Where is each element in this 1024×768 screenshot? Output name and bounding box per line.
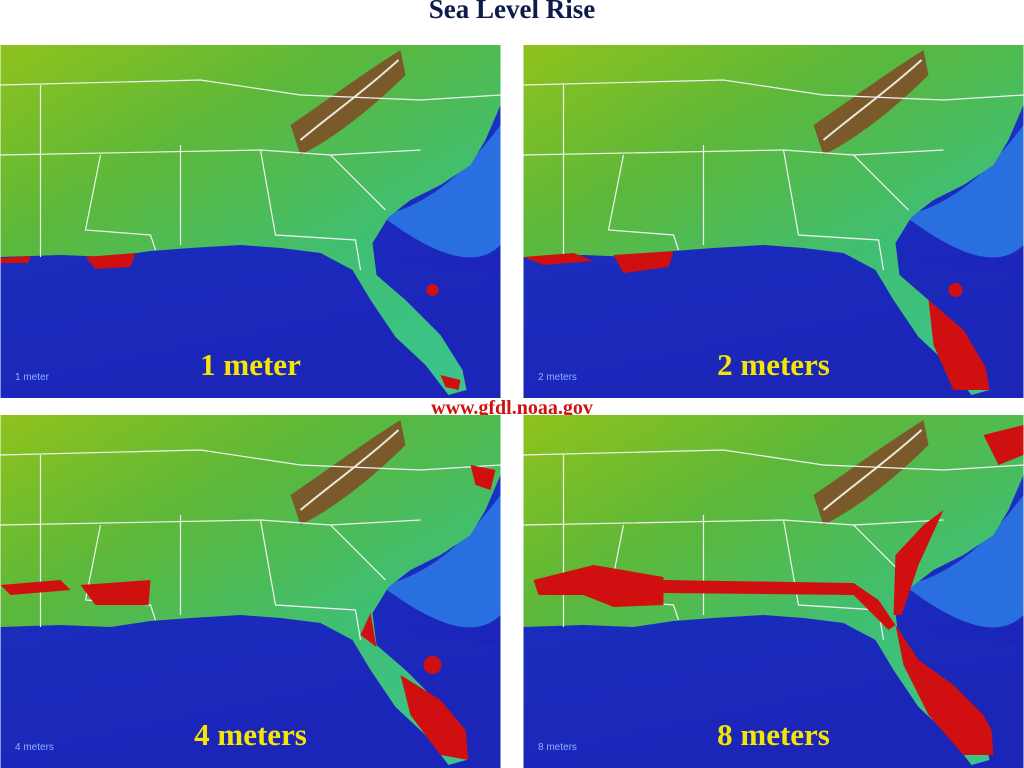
small-label: 2 meters [538, 372, 577, 383]
map [0, 45, 501, 398]
caption: 8 meters [717, 717, 830, 752]
caption: 1 meter [200, 347, 301, 382]
map-panel: 2 meters 2 meters [523, 45, 1024, 398]
map [523, 45, 1024, 398]
small-label: 8 meters [538, 742, 577, 753]
flood-area [533, 425, 1024, 755]
map-panel: 8 meters 8 meters [523, 415, 1024, 768]
caption: 4 meters [194, 717, 307, 752]
source-url: www.gfdl.noaa.gov [431, 397, 593, 419]
map [523, 415, 1024, 768]
flood-area [0, 465, 496, 760]
flood-area [0, 253, 461, 390]
caption: 2 meters [717, 347, 830, 382]
map-panel: 1 meter 1 meter [0, 45, 501, 398]
flood-area [523, 251, 990, 390]
small-label: 4 meters [15, 742, 54, 753]
small-label: 1 meter [15, 372, 49, 383]
title: Sea Level Rise [428, 0, 596, 24]
map [0, 415, 501, 768]
map-panel: 4 meters 4 meters [0, 415, 501, 768]
